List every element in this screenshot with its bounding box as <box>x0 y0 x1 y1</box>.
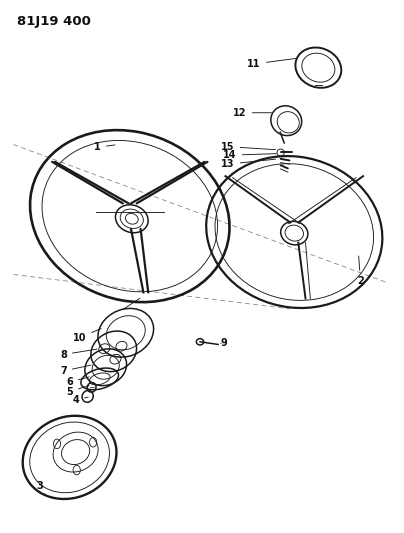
Text: 13: 13 <box>221 159 276 169</box>
Text: 14: 14 <box>223 150 276 160</box>
Text: 10: 10 <box>73 328 101 343</box>
Text: 9: 9 <box>221 338 227 349</box>
Text: 15: 15 <box>221 142 276 152</box>
Text: 8: 8 <box>60 349 97 360</box>
Text: 4: 4 <box>72 395 88 405</box>
Text: 81J19 400: 81J19 400 <box>17 14 91 28</box>
Text: 3: 3 <box>36 481 46 495</box>
Text: 6: 6 <box>66 377 89 387</box>
Text: 12: 12 <box>234 108 271 118</box>
Text: 5: 5 <box>66 385 89 397</box>
Text: 7: 7 <box>60 365 91 376</box>
Text: 2: 2 <box>357 256 364 286</box>
Text: 1: 1 <box>94 142 115 152</box>
Text: 11: 11 <box>247 59 296 69</box>
